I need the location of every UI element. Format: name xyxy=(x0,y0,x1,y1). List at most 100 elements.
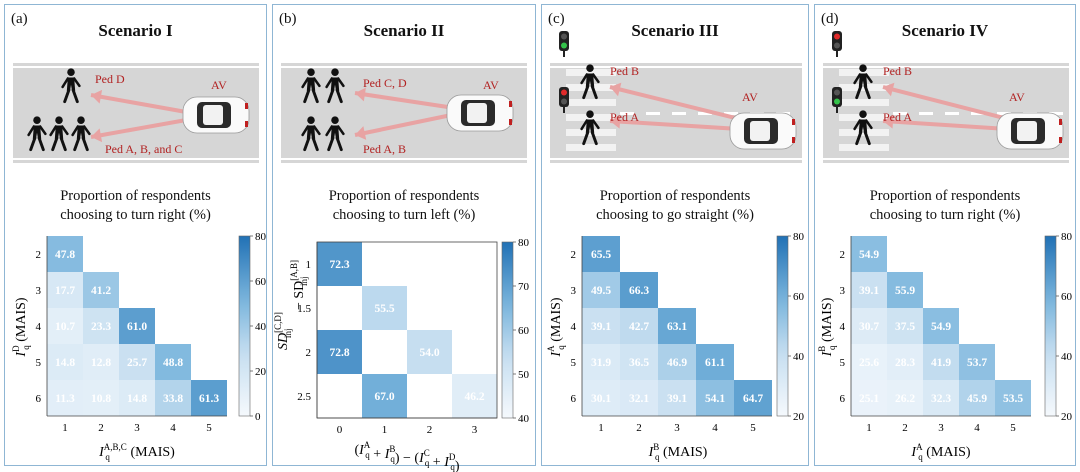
cell-value-label: 46.2 xyxy=(464,391,484,403)
pedestrian-icon xyxy=(27,116,47,152)
cell-value-label: 72.3 xyxy=(329,259,349,271)
colorbar xyxy=(1044,235,1057,417)
traffic-light-icon xyxy=(559,87,569,113)
cell-value-label: 64.7 xyxy=(743,393,763,405)
x-tick-label: 1 xyxy=(382,424,388,436)
colorbar-tick-label: 20 xyxy=(255,366,267,378)
heatmap-cell xyxy=(851,380,887,416)
heatmap-title-line1: Proportion of respondents xyxy=(599,188,751,204)
cell-value-label: 30.7 xyxy=(859,321,879,333)
heatmap-chart: 72.3 55.5 72.8 54.0 67.0 46.2 1 1.5 2 2.5 0 1 2 3 40 50… xyxy=(273,237,530,472)
y-tick-label: 5 xyxy=(36,357,42,369)
heatmap-cell xyxy=(923,308,959,344)
cell-value-label: 54.1 xyxy=(705,393,725,405)
y-axis-label: IAq (MAIS) xyxy=(546,297,566,358)
heatmap-cell xyxy=(887,380,923,416)
ped-upper-label: Ped B xyxy=(883,64,912,78)
heatmap-title-line1: Proportion of respondents xyxy=(60,188,211,204)
heatmap-title-line2: choosing to turn right (%) xyxy=(869,207,1021,223)
pedestrian-icon xyxy=(853,64,873,100)
y-tick-label: 1 xyxy=(306,259,312,271)
heatmap-cell xyxy=(887,272,923,308)
y-axis-label: IBq (MAIS) xyxy=(817,297,837,357)
cell-value-label: 31.9 xyxy=(591,357,611,369)
colorbar xyxy=(238,235,251,417)
heatmap-cell xyxy=(851,236,887,272)
heatmap-cell xyxy=(620,272,658,308)
heatmap-cell xyxy=(923,380,959,416)
x-tick-label: 3 xyxy=(134,422,140,434)
heatmap-cell xyxy=(658,380,696,416)
cell-value-label: 17.7 xyxy=(55,285,75,297)
scenario-illustration: Ped C, D Ped A, B AV xyxy=(281,57,527,169)
heatmap-title: Proportion of respondents choosing to tu… xyxy=(273,187,535,225)
pedestrian-icon xyxy=(853,110,873,146)
y-tick-label: 2 xyxy=(840,249,846,261)
cell-value-label: 54.0 xyxy=(419,347,439,359)
panel-label: (b) xyxy=(279,11,297,27)
cell-value-label: 41.9 xyxy=(931,357,951,369)
heatmap-cell xyxy=(620,344,658,380)
cell-value-label: 23.3 xyxy=(91,321,111,333)
cell-value-label: 54.9 xyxy=(859,249,879,261)
heatmap-title-line2: choosing to turn left (%) xyxy=(332,207,476,223)
heatmap-cell xyxy=(47,380,83,416)
ped-lower-label: Ped A xyxy=(610,110,639,124)
cell-value-label: 45.9 xyxy=(967,393,987,405)
av-label: AV xyxy=(483,78,499,92)
ped-lower-label: Ped A xyxy=(883,110,912,124)
colorbar-tick-label: 20 xyxy=(1061,411,1073,423)
av-car-icon xyxy=(446,94,514,132)
heatmap-cell xyxy=(83,380,119,416)
cell-value-label: 28.3 xyxy=(895,357,915,369)
colorbar-tick-label: 80 xyxy=(518,237,530,249)
heatmap-cell xyxy=(851,272,887,308)
cell-value-label: 61.1 xyxy=(705,357,725,369)
av-label: AV xyxy=(742,90,758,104)
heatmap-cell xyxy=(452,374,497,418)
pedestrian-icon xyxy=(301,68,321,104)
heatmap-title-line1: Proportion of respondents xyxy=(869,188,1021,204)
heatmap-cell xyxy=(83,272,119,308)
heatmap-cell xyxy=(582,344,620,380)
panel-a: (a) Scenario I Ped D Ped A, B, and C AV Pr… xyxy=(4,4,267,466)
ped-lower-label: Ped A, B, and C xyxy=(105,142,182,156)
ped-upper-label: Ped D xyxy=(95,72,125,86)
cell-value-label: 14.8 xyxy=(55,357,75,369)
heatmap-cell xyxy=(362,374,407,418)
heatmap-cell xyxy=(620,308,658,344)
heatmap-chart: 65.5 49.5 66.3 39.1 42.7 63.1 31.9 36.5 46.9 61.1… xyxy=(546,231,805,462)
x-tick-label: 2 xyxy=(902,422,908,434)
heatmap-grid: 47.8 17.7 41.2 10.7 23.3 61.0 14.8 12.8 25.7 48.8… xyxy=(47,236,227,416)
cell-value-label: 36.5 xyxy=(629,357,649,369)
cell-value-label: 53.7 xyxy=(967,357,987,369)
heatmap-cell xyxy=(47,272,83,308)
colorbar-tick-label: 40 xyxy=(255,321,267,333)
colorbar-tick-label: 40 xyxy=(793,351,805,363)
x-tick-label: 1 xyxy=(62,422,68,434)
y-tick-label: 2.5 xyxy=(297,391,311,403)
x-axis-label: IB q (MAIS) xyxy=(648,442,708,462)
x-tick-label: 5 xyxy=(750,422,756,434)
x-tick-label: 2 xyxy=(427,424,433,436)
panel-label: (c) xyxy=(548,11,565,27)
y-axis-label: IDq (MAIS) xyxy=(11,297,31,358)
heatmap-cell xyxy=(959,380,995,416)
heatmap-chart: 47.8 17.7 41.2 10.7 23.3 61.0 14.8 12.8 25.7 48.8… xyxy=(11,231,267,462)
cell-value-label: 61.0 xyxy=(127,321,147,333)
y-tick-label: 5 xyxy=(571,357,577,369)
heatmap-cell xyxy=(696,344,734,380)
heatmap-cell xyxy=(582,236,620,272)
pedestrian-icon xyxy=(580,110,600,146)
cell-value-label: 33.8 xyxy=(163,393,183,405)
cell-value-label: 30.1 xyxy=(591,393,611,405)
scenario-illustration: Ped B Ped A AV xyxy=(550,31,802,169)
y-tick-label: 4 xyxy=(840,321,846,333)
colorbar-tick-label: 0 xyxy=(255,411,261,423)
cell-value-label: 67.0 xyxy=(374,391,394,403)
heatmap-cell xyxy=(155,380,191,416)
cell-value-label: 32.3 xyxy=(931,393,951,405)
heatmap-cell xyxy=(851,344,887,380)
heatmap-cell xyxy=(923,344,959,380)
cell-value-label: 66.3 xyxy=(629,285,649,297)
